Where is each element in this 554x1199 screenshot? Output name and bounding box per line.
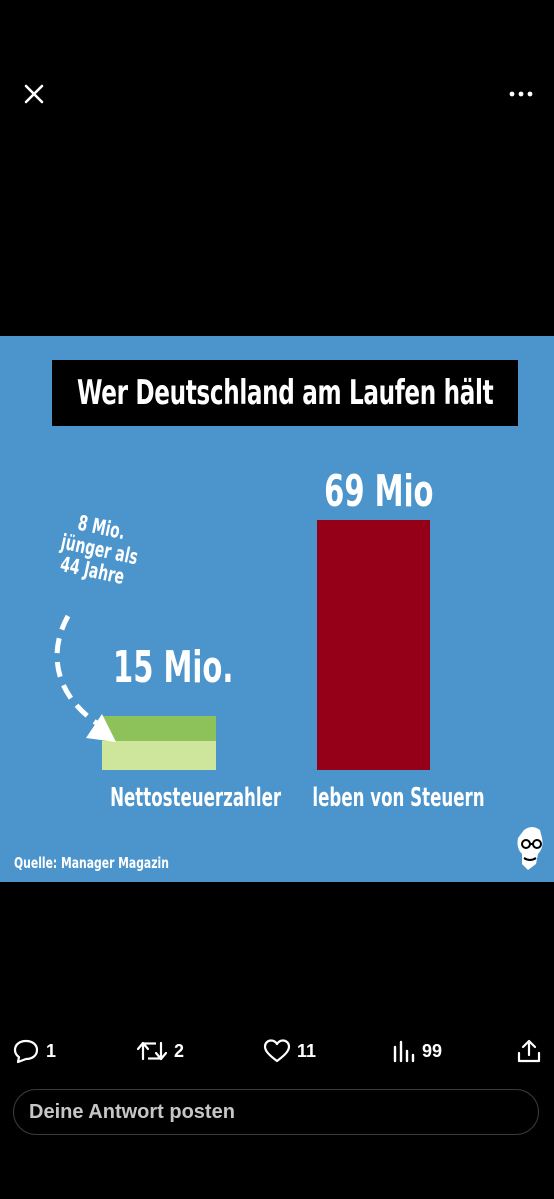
dashed-arrow-icon bbox=[54, 614, 116, 742]
close-icon bbox=[24, 84, 44, 104]
bar-nettosteuerzahler-lower bbox=[102, 741, 216, 770]
tweet-media-image[interactable]: Wer Deutschland am Laufen hält 15 Mio. 6… bbox=[0, 336, 554, 882]
reply-count: 1 bbox=[46, 1040, 57, 1061]
retweet-count: 2 bbox=[174, 1040, 185, 1061]
value-label-nettosteuerzahler: 15 Mio. bbox=[113, 642, 234, 693]
share-icon bbox=[517, 1039, 541, 1063]
reply-button[interactable]: 1 bbox=[12, 1030, 56, 1072]
reply-placeholder: Deine Antwort posten bbox=[29, 1100, 235, 1123]
chart-title: Wer Deutschland am Laufen hält bbox=[76, 373, 494, 413]
author-logo-icon bbox=[517, 827, 543, 870]
category-label-leben-von-steuern: leben von Steuern bbox=[312, 783, 485, 813]
chart-title-box: Wer Deutschland am Laufen hält bbox=[52, 360, 518, 426]
more-horizontal-icon bbox=[509, 91, 533, 97]
reply-icon bbox=[13, 1039, 39, 1064]
annotation-text: 8 Mio. jünger als 44 Jahre bbox=[58, 510, 141, 589]
tweet-actions-bar: 1 2 11 99 bbox=[0, 1030, 554, 1072]
value-label-leben-von-steuern: 69 Mio bbox=[324, 466, 434, 517]
share-button[interactable] bbox=[516, 1030, 542, 1072]
reply-input[interactable]: Deine Antwort posten bbox=[13, 1089, 539, 1135]
bar-leben-von-steuern bbox=[317, 520, 430, 770]
retweet-icon bbox=[136, 1041, 168, 1061]
views-count: 99 bbox=[422, 1040, 443, 1061]
heart-icon bbox=[263, 1039, 291, 1063]
source-label: Quelle: Manager Magazin bbox=[14, 854, 169, 872]
like-count: 11 bbox=[297, 1040, 317, 1061]
views-button[interactable]: 99 bbox=[392, 1030, 442, 1072]
retweet-button[interactable]: 2 bbox=[136, 1030, 184, 1072]
category-label-nettosteuerzahler: Nettosteuerzahler bbox=[110, 783, 282, 813]
close-button[interactable] bbox=[14, 74, 54, 114]
more-options-button[interactable] bbox=[500, 74, 542, 114]
bar-nettosteuerzahler-upper bbox=[102, 715, 216, 741]
views-chart-icon bbox=[393, 1040, 415, 1063]
like-button[interactable]: 11 bbox=[263, 1030, 316, 1072]
top-bar bbox=[0, 0, 554, 190]
